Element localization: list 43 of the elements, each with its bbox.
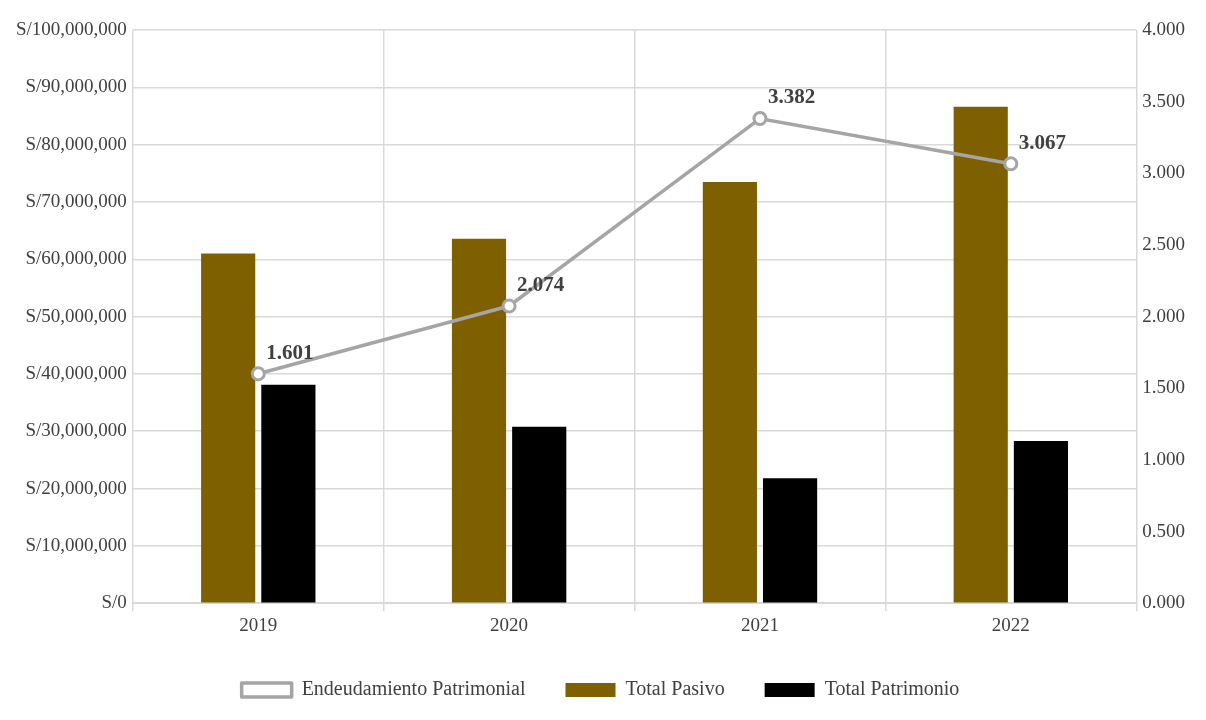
point — [1003, 156, 1019, 172]
y2-tick-label: 4.000 — [1142, 17, 1185, 39]
y-tick-label: S/30,000,000 — [25, 419, 127, 441]
x-tick-label: 2019 — [239, 613, 278, 635]
y2-tick-label: 3.500 — [1142, 89, 1185, 111]
y2-tick-label: 1.000 — [1142, 447, 1185, 469]
y-tick-label: S/10,000,000 — [25, 533, 127, 555]
data-label: 3.067 — [1018, 129, 1067, 154]
y2-tick-label: 2.000 — [1142, 304, 1185, 326]
y2-tick-label: 3.000 — [1142, 161, 1185, 183]
data-label: 1.601 — [266, 339, 314, 364]
bar — [1013, 440, 1069, 603]
bar — [953, 106, 1008, 603]
bar — [451, 238, 507, 603]
legend-label: Total Pasivo — [625, 677, 725, 700]
legend-label: Endeudamiento Patrimonial — [301, 677, 526, 700]
bar — [762, 478, 818, 603]
bar — [201, 253, 256, 603]
y2-tick-label: 2.500 — [1142, 232, 1185, 254]
y-tick-label: S/40,000,000 — [25, 361, 127, 383]
y2-tick-label: 0.000 — [1142, 591, 1185, 613]
data-label: 2.074 — [517, 271, 565, 296]
y-tick-label: S/90,000,000 — [25, 75, 127, 97]
y-tick-label: S/60,000,000 — [25, 247, 127, 269]
y-tick-label: S/100,000,000 — [15, 17, 127, 39]
y2-tick-label: 0.500 — [1142, 519, 1185, 541]
point — [752, 111, 768, 127]
data-label: 3.382 — [767, 84, 816, 109]
legend-label: Total Patrimonio — [824, 677, 960, 700]
x-tick-label: 2022 — [991, 613, 1030, 635]
x-tick-label: 2021 — [740, 613, 779, 635]
point — [250, 366, 266, 382]
y2-tick-label: 1.500 — [1142, 376, 1185, 398]
bar — [512, 426, 567, 603]
y-tick-label: S/70,000,000 — [25, 189, 127, 211]
y-tick-label: S/80,000,000 — [25, 132, 127, 154]
y-tick-label: S/50,000,000 — [25, 304, 127, 326]
point — [501, 298, 517, 314]
y-tick-label: S/0 — [101, 591, 127, 613]
bar — [261, 384, 316, 603]
bar — [702, 181, 757, 603]
y-tick-label: S/20,000,000 — [25, 476, 127, 498]
x-tick-label: 2020 — [490, 613, 529, 635]
